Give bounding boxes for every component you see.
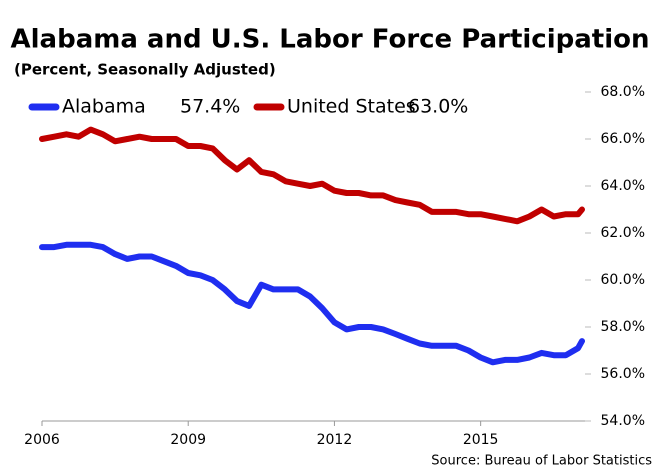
legend-value: 63.0% bbox=[408, 96, 468, 118]
legend-label: Alabama bbox=[62, 96, 146, 118]
y-tick-label: 66.0% bbox=[601, 131, 645, 147]
y-tick-label: 62.0% bbox=[601, 225, 645, 241]
source-note: Source: Bureau of Labor Statistics bbox=[431, 454, 652, 469]
x-tick-label: 2012 bbox=[317, 432, 353, 448]
y-tick-label: 60.0% bbox=[601, 272, 645, 288]
y-tick-label: 68.0% bbox=[601, 84, 645, 100]
x-tick-label: 2006 bbox=[24, 432, 60, 448]
y-tick-label: 58.0% bbox=[601, 319, 645, 335]
y-tick-label: 64.0% bbox=[601, 178, 645, 194]
y-tick-label: 56.0% bbox=[601, 366, 645, 382]
legend-label: United States bbox=[287, 96, 416, 118]
series-line bbox=[39, 126, 585, 225]
series-line bbox=[39, 241, 585, 366]
chart-title: Alabama and U.S. Labor Force Participati… bbox=[11, 25, 650, 55]
chart-subtitle: (Percent, Seasonally Adjusted) bbox=[14, 61, 276, 79]
x-tick-label: 2009 bbox=[170, 432, 206, 448]
legend-value: 57.4% bbox=[180, 96, 240, 118]
x-tick-label: 2015 bbox=[463, 432, 499, 448]
y-tick-label: 54.0% bbox=[601, 413, 645, 429]
